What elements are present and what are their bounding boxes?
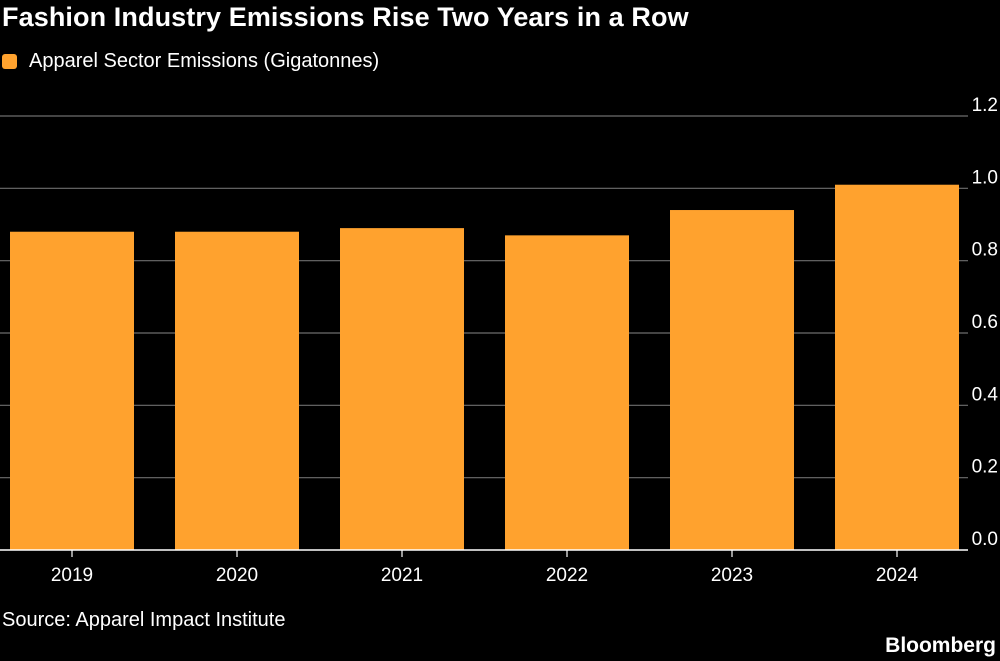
- x-tick-label: 2023: [711, 565, 753, 586]
- y-tick-label: 1.0: [972, 167, 998, 188]
- bar-2021: [340, 228, 464, 550]
- x-tick-label: 2020: [216, 565, 258, 586]
- bar-2022: [505, 235, 629, 550]
- y-tick-label: 0.0: [972, 529, 998, 550]
- y-tick-label: 0.8: [972, 240, 998, 261]
- legend-label: Apparel Sector Emissions (Gigatonnes): [29, 50, 380, 72]
- y-tick-label: 1.2: [972, 95, 998, 116]
- y-tick-label: 0.4: [972, 384, 999, 405]
- y-axis-ticks: 0.0 0.2 0.4 0.6 0.8 1.0 1.2: [972, 95, 999, 550]
- x-tick-label: 2021: [381, 565, 423, 586]
- source-note: Source: Apparel Impact Institute: [2, 609, 286, 631]
- bars: [10, 184, 959, 551]
- x-tick-label: 2024: [876, 565, 919, 586]
- legend-swatch: [2, 54, 17, 69]
- x-axis-ticks: 2019 2020 2021 2022 2023 2024: [0, 549, 968, 586]
- legend: Apparel Sector Emissions (Gigatonnes): [2, 50, 379, 73]
- bloomberg-logo: Bloomberg: [885, 634, 996, 657]
- x-tick-label: 2019: [51, 565, 93, 586]
- y-tick-label: 0.2: [972, 457, 998, 478]
- chart-title: Fashion Industry Emissions Rise Two Year…: [2, 2, 689, 32]
- x-tick-label: 2022: [546, 565, 588, 586]
- y-tick-label: 0.6: [972, 312, 998, 333]
- bar-chart: 0.00.20.40.60.81.01.2 2019 2020 2021 2022 20…: [0, 95, 999, 586]
- bar-2024: [835, 184, 959, 550]
- bar-2019: [10, 231, 134, 550]
- gridlines: [0, 115, 968, 479]
- bar-2023: [670, 210, 794, 551]
- bar-2020: [175, 231, 299, 550]
